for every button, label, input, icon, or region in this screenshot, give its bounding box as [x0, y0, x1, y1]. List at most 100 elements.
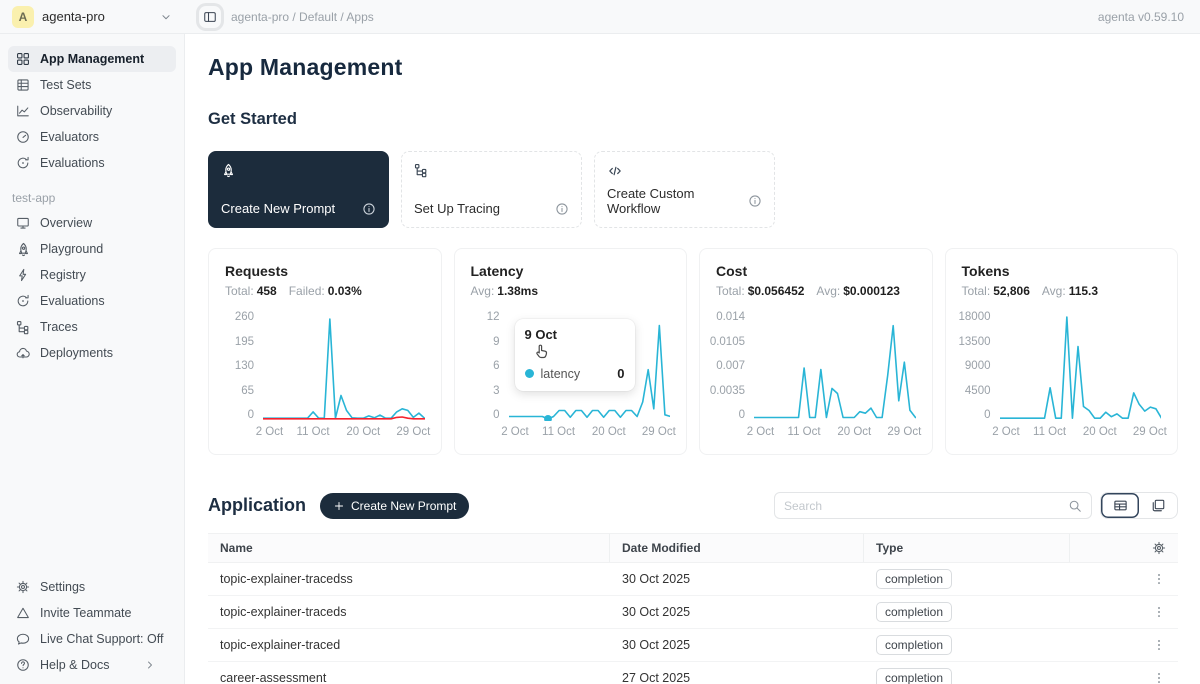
- workspace-avatar: A: [12, 6, 34, 28]
- bolt-icon: [16, 268, 31, 282]
- chart-plot[interactable]: 2 Oct11 Oct20 Oct29 Oct: [263, 311, 425, 442]
- sidebar-item-label: Overview: [40, 216, 92, 230]
- row-menu-icon[interactable]: [1152, 638, 1166, 652]
- chart-plot[interactable]: 2 Oct11 Oct20 Oct29 Oct: [1000, 311, 1162, 442]
- sidebar-item-registry[interactable]: Registry: [8, 262, 176, 288]
- sidebar-item-help-docs[interactable]: Help & Docs: [8, 652, 176, 678]
- create-new-prompt-button[interactable]: Create New Prompt: [320, 493, 469, 519]
- tooltip-series-name: latency: [541, 367, 581, 381]
- chart-title: Tokens: [962, 263, 1162, 279]
- app-name: topic-explainer-traced: [208, 629, 610, 661]
- sidebar-item-test-sets[interactable]: Test Sets: [8, 72, 176, 98]
- date-modified: 30 Oct 2025: [610, 629, 864, 661]
- sidebar-item-traces[interactable]: Traces: [8, 314, 176, 340]
- table-row[interactable]: topic-explainer-traceds 30 Oct 2025 comp…: [208, 596, 1178, 629]
- column-header-date-modified[interactable]: Date Modified: [610, 534, 864, 562]
- sidebar-item-label: Evaluations: [40, 156, 105, 170]
- cloud-up-icon: [16, 346, 31, 360]
- date-modified: 30 Oct 2025: [610, 563, 864, 595]
- chevron-down-icon: [159, 10, 173, 24]
- sidebar-item-evaluations[interactable]: Evaluations: [8, 150, 176, 176]
- tooltip-value: 0: [617, 366, 624, 381]
- panel-left-icon: [203, 10, 217, 24]
- app-name: topic-explainer-traceds: [208, 596, 610, 628]
- sidebar-toggle-button[interactable]: [199, 6, 221, 28]
- chart-line-icon: [16, 104, 31, 118]
- help-icon: [16, 658, 31, 672]
- chart-title: Cost: [716, 263, 916, 279]
- info-icon[interactable]: [362, 202, 376, 216]
- triangle-icon: [16, 606, 31, 620]
- sidebar-item-invite-teammate[interactable]: Invite Teammate: [8, 600, 176, 626]
- tokens-chart: 1800013500900045000 2 Oct11 Oct20 Oct29 …: [962, 311, 1162, 442]
- gear-icon[interactable]: [1152, 541, 1166, 555]
- column-header-name[interactable]: Name: [208, 534, 610, 562]
- date-modified: 30 Oct 2025: [610, 596, 864, 628]
- breadcrumb: agenta-pro / Default / Apps: [231, 10, 374, 24]
- chart-tooltip: 9 Oct latency 0: [515, 319, 635, 391]
- sidebar-item-label: Evaluators: [40, 130, 99, 144]
- table-row[interactable]: topic-explainer-tracedss 30 Oct 2025 com…: [208, 563, 1178, 596]
- row-menu-icon[interactable]: [1152, 572, 1166, 586]
- sidebar-item-overview[interactable]: Overview: [8, 210, 176, 236]
- sidebar-item-label: Observability: [40, 104, 112, 118]
- search-box: [774, 492, 1092, 519]
- grid-icon: [16, 52, 31, 66]
- sidebar-item-evaluators[interactable]: Evaluators: [8, 124, 176, 150]
- card-label: Create Custom Workflow: [607, 186, 748, 216]
- sidebar-item-deployments[interactable]: Deployments: [8, 340, 176, 366]
- code-icon: [607, 163, 762, 179]
- sidebar-item-label: Traces: [40, 320, 78, 334]
- app-name: career-assessment: [208, 662, 610, 684]
- sidebar-item-label: Registry: [40, 268, 86, 282]
- sidebar-item-label: Live Chat Support: Off: [40, 632, 163, 646]
- type-badge: completion: [876, 569, 952, 589]
- card-view-button[interactable]: [1139, 493, 1177, 518]
- x-axis-ticks: 2 Oct11 Oct20 Oct29 Oct: [754, 426, 916, 442]
- chart-plot[interactable]: 2 Oct11 Oct20 Oct29 Oct: [754, 311, 916, 442]
- create-custom-workflow-card[interactable]: Create Custom Workflow: [594, 151, 775, 228]
- sidebar-item-label: Invite Teammate: [40, 606, 131, 620]
- column-settings-cell: [1070, 534, 1178, 562]
- type-badge: completion: [876, 602, 952, 622]
- search-input[interactable]: [784, 499, 1068, 513]
- x-axis-ticks: 2 Oct11 Oct20 Oct29 Oct: [509, 426, 671, 442]
- app-name: topic-explainer-tracedss: [208, 563, 610, 595]
- chart-stats: Total:$0.056452Avg:$0.000123: [716, 284, 916, 298]
- sidebar-item-label: Settings: [40, 580, 85, 594]
- sidebar-item-label: Help & Docs: [40, 658, 109, 672]
- x-axis-ticks: 2 Oct11 Oct20 Oct29 Oct: [1000, 426, 1162, 442]
- rocket-icon: [221, 163, 376, 178]
- sidebar-item-live-chat-support[interactable]: Live Chat Support: Off: [8, 626, 176, 652]
- workspace-switcher[interactable]: A agenta-pro: [0, 6, 185, 28]
- table-rows-icon: [16, 78, 31, 92]
- row-menu-icon[interactable]: [1152, 671, 1166, 684]
- type-badge: completion: [876, 668, 952, 684]
- create-new-prompt-card[interactable]: Create New Prompt: [208, 151, 389, 228]
- y-axis-ticks: 0.0140.01050.0070.00350: [716, 311, 754, 421]
- monitor-icon: [16, 216, 31, 230]
- requests-chart: 260195130650 2 Oct11 Oct20 Oct29 Oct: [225, 311, 425, 442]
- info-icon[interactable]: [555, 202, 569, 216]
- table-row[interactable]: career-assessment 27 Oct 2025 completion: [208, 662, 1178, 684]
- sidebar-item-playground[interactable]: Playground: [8, 236, 176, 262]
- set-up-tracing-card[interactable]: Set Up Tracing: [401, 151, 582, 228]
- row-menu-icon[interactable]: [1152, 605, 1166, 619]
- chat-icon: [16, 632, 31, 646]
- info-icon[interactable]: [748, 194, 762, 208]
- table-view-button[interactable]: [1101, 493, 1139, 518]
- search-icon[interactable]: [1068, 499, 1082, 513]
- table-row[interactable]: topic-explainer-traced 30 Oct 2025 compl…: [208, 629, 1178, 662]
- column-header-type[interactable]: Type: [864, 534, 1070, 562]
- sidebar: App Management Test Sets Observability E…: [0, 34, 185, 684]
- application-title: Application: [208, 495, 306, 516]
- sidebar-item-label: Deployments: [40, 346, 113, 360]
- date-modified: 27 Oct 2025: [610, 662, 864, 684]
- sidebar-item-observability[interactable]: Observability: [8, 98, 176, 124]
- sidebar-item-settings[interactable]: Settings: [8, 574, 176, 600]
- sidebar-item-app-management[interactable]: App Management: [8, 46, 176, 72]
- sidebar-item-app-evaluations[interactable]: Evaluations: [8, 288, 176, 314]
- card-view-icon: [1151, 498, 1166, 513]
- get-started-cards: Create New Prompt Set Up Tracing Create …: [208, 151, 1178, 228]
- workspace-name: agenta-pro: [42, 9, 159, 24]
